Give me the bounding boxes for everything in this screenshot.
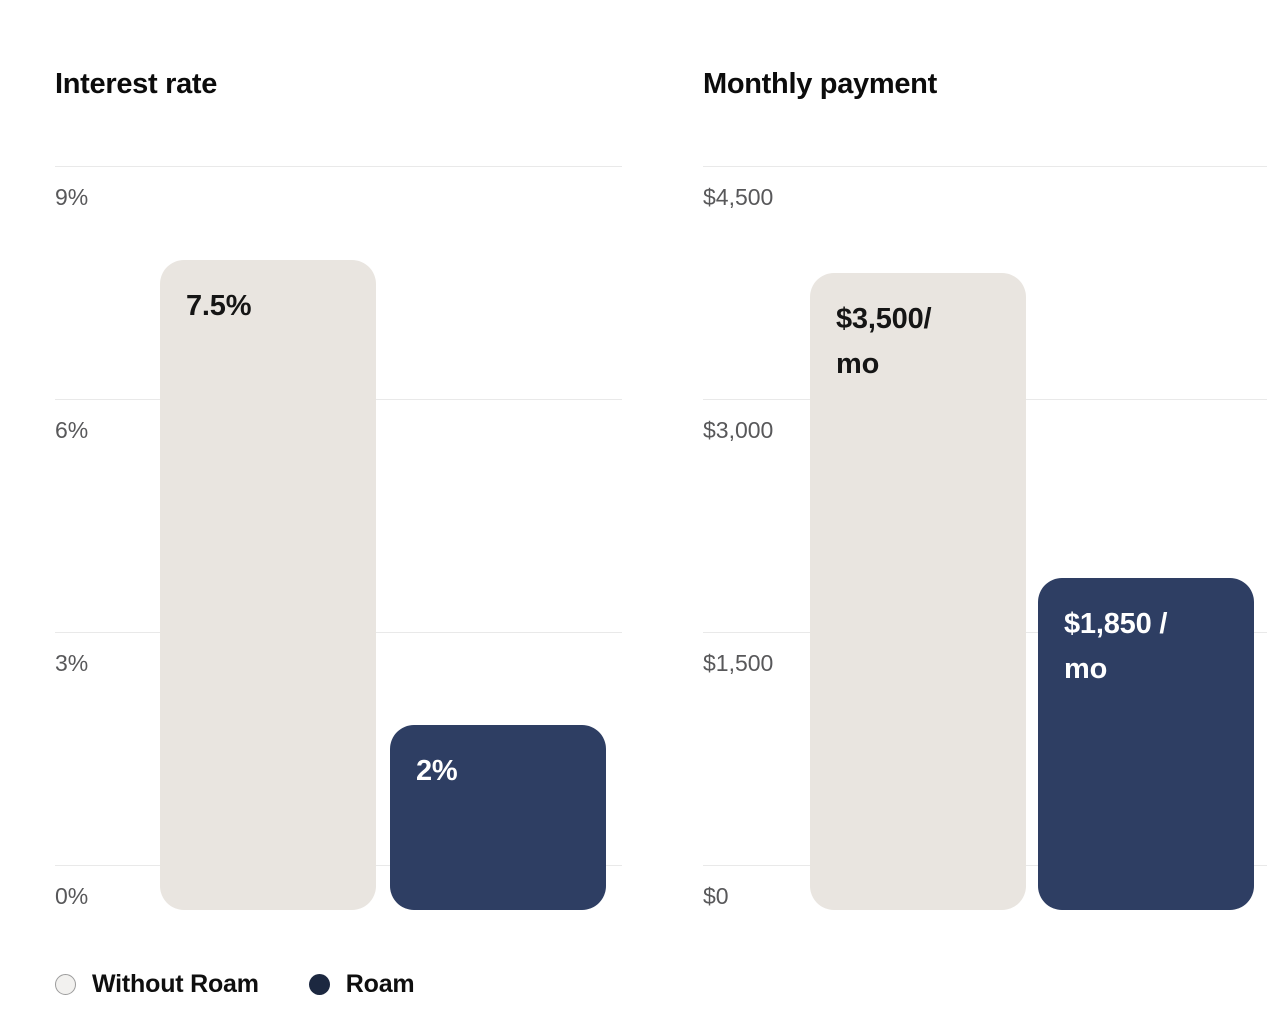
y-axis-tick-label: $0 [703, 883, 729, 909]
legend-item-roam: Roam [308, 970, 415, 999]
legend-item-without-roam: Without Roam [55, 970, 259, 999]
bar-value-label: $1,850 / mo [1064, 608, 1168, 685]
y-axis-tick-label: $3,000 [703, 417, 774, 443]
chart-legend: Without Roam Roam [55, 970, 415, 999]
bar-value-label: $3,500/ mo [836, 303, 932, 380]
interest-rate-chart: Interest rate 9% 6% 3% 0% 7.5% 2% [55, 0, 622, 1017]
bar-value-label: 2% [416, 755, 458, 787]
gridline [55, 166, 622, 167]
y-axis-tick-label: $1,500 [703, 650, 774, 676]
gridline [703, 166, 1267, 167]
y-axis-tick-label: 6% [55, 417, 89, 443]
bar-roam: 2% [390, 725, 606, 910]
y-axis-tick-label: 0% [55, 883, 89, 909]
bar-without-roam: $3,500/ mo [810, 273, 1026, 910]
y-axis-tick-label: 3% [55, 650, 89, 676]
chart-title: Interest rate [55, 68, 218, 100]
bar-roam: $1,850 / mo [1038, 578, 1254, 910]
legend-circle-without-roam-icon [55, 974, 76, 996]
y-axis-tick-label: 9% [55, 184, 89, 210]
bar-value-label: 7.5% [186, 290, 252, 322]
chart-title: Monthly payment [703, 68, 937, 100]
monthly-payment-chart: Monthly payment $4,500 $3,000 $1,500 $0 … [703, 0, 1267, 1017]
legend-label: Without Roam [92, 970, 259, 998]
bar-without-roam: 7.5% [160, 260, 376, 910]
legend-label: Roam [345, 970, 415, 998]
legend-dot-roam-icon [308, 974, 330, 996]
y-axis-tick-label: $4,500 [703, 184, 774, 210]
